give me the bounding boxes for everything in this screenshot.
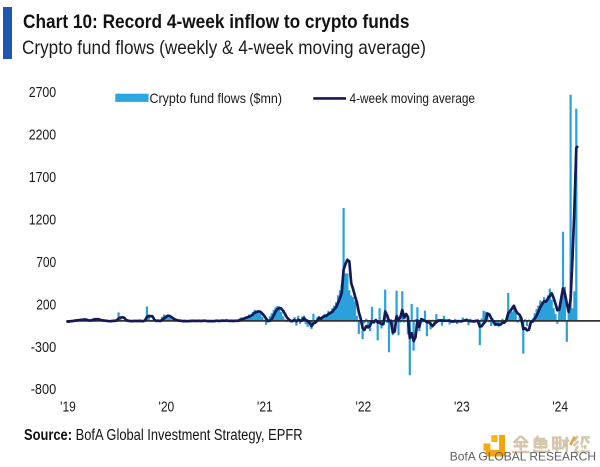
svg-text:BofA GLOBAL RESEARCH: BofA GLOBAL RESEARCH bbox=[450, 450, 596, 464]
svg-text:700: 700 bbox=[36, 254, 56, 271]
svg-text:4-week moving average: 4-week moving average bbox=[350, 90, 476, 106]
svg-text:'21: '21 bbox=[257, 399, 273, 416]
svg-text:2200: 2200 bbox=[29, 127, 57, 144]
svg-text:'22: '22 bbox=[356, 399, 372, 416]
svg-text:'24: '24 bbox=[552, 399, 568, 416]
svg-text:Crypto fund flows ($mn): Crypto fund flows ($mn) bbox=[150, 90, 283, 106]
svg-text:1700: 1700 bbox=[29, 169, 57, 186]
svg-text:1200: 1200 bbox=[29, 211, 57, 228]
svg-text:'23: '23 bbox=[454, 399, 470, 416]
svg-text:'20: '20 bbox=[159, 399, 175, 416]
svg-text:2700: 2700 bbox=[29, 84, 57, 101]
svg-text:-300: -300 bbox=[31, 339, 57, 356]
svg-text:200: 200 bbox=[36, 296, 56, 313]
svg-text:'19: '19 bbox=[60, 399, 76, 416]
svg-text:-800: -800 bbox=[31, 381, 57, 398]
